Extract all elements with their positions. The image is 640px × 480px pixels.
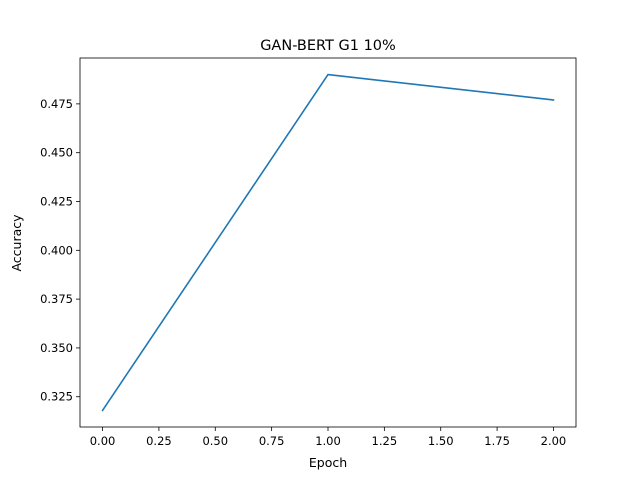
y-tick-label: 0.350 (40, 341, 73, 355)
series-line-0 (101, 73, 555, 412)
x-axis-label: Epoch (309, 455, 347, 470)
x-tick-label: 1.25 (372, 434, 398, 448)
y-tick-label: 0.475 (40, 97, 73, 111)
chart-title: GAN-BERT G1 10% (260, 38, 396, 54)
y-tick-label: 0.450 (40, 146, 73, 160)
y-axis-ticks: 0.325 0.350 0.375 0.400 0.425 0.450 0.475 (40, 97, 80, 404)
x-tick-label: 1.00 (315, 434, 341, 448)
x-tick-label: 1.75 (484, 434, 510, 448)
x-tick-label: 2.00 (541, 434, 567, 448)
y-axis-label: Accuracy (9, 214, 24, 272)
y-tick-label: 0.325 (40, 390, 73, 404)
x-tick-label: 0.50 (202, 434, 228, 448)
y-tick-label: 0.375 (40, 292, 73, 306)
plot-layer (101, 73, 555, 412)
x-tick-label: 0.75 (259, 434, 285, 448)
x-axis-ticks: 0.00 0.25 0.50 0.75 1.00 1.25 1.50 1.75 2.00 (90, 427, 567, 448)
x-tick-label: 0.25 (146, 434, 172, 448)
x-tick-label: 0.00 (90, 434, 116, 448)
y-tick-label: 0.425 (40, 195, 73, 209)
y-tick-label: 0.400 (40, 243, 73, 257)
x-tick-label: 1.50 (428, 434, 454, 448)
